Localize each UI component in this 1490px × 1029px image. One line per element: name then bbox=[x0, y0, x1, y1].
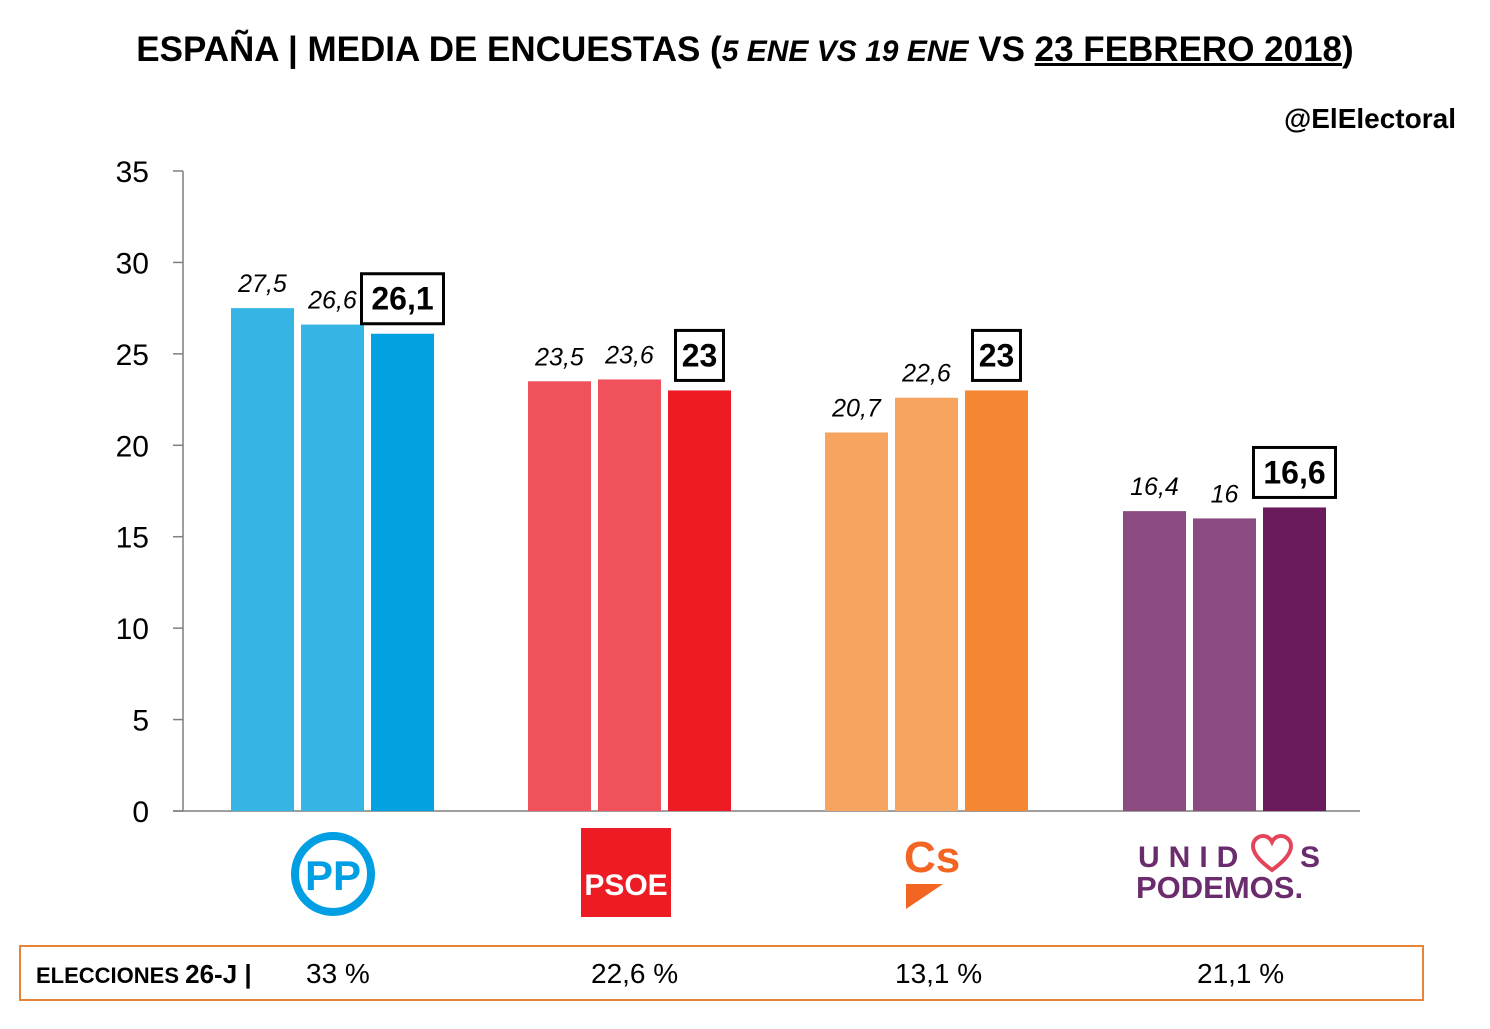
value-label: 23,5 bbox=[534, 343, 584, 371]
psoe-logo-box bbox=[581, 828, 671, 917]
bar-psoe-2 bbox=[598, 379, 661, 811]
y-tick-label: 5 bbox=[132, 705, 149, 738]
psoe-logo-text: PSOE bbox=[584, 869, 667, 902]
bar-psoe-1 bbox=[528, 381, 591, 811]
bar-unidos-podemos-1 bbox=[1123, 511, 1186, 811]
title-close: ) bbox=[1342, 30, 1354, 69]
y-tick-label: 0 bbox=[132, 796, 149, 829]
value-label: 20,7 bbox=[831, 394, 882, 422]
result-psoe: 22,6 % bbox=[591, 958, 679, 989]
podemos-logo: UNID S PODEMOS. bbox=[1136, 833, 1320, 905]
cs-logo: Cs bbox=[904, 833, 960, 909]
y-tick-label: 35 bbox=[116, 156, 149, 189]
value-label: 26,6 bbox=[307, 287, 357, 315]
source-handle: @ElElectoral bbox=[1283, 103, 1456, 134]
podemos-logo-line2: PODEMOS. bbox=[1136, 870, 1303, 905]
title-date-2: 19 ENE bbox=[865, 35, 969, 68]
value-label: 16,4 bbox=[1130, 473, 1179, 501]
bar-chart: 0 5 10 15 20 25 30 35 27,5 26,6 26,1 23,5 23,6 23 20,… bbox=[116, 156, 1360, 917]
bar-cs-2 bbox=[895, 397, 958, 811]
bar-cs-3 bbox=[965, 390, 1028, 811]
bar-pp-3 bbox=[371, 333, 434, 811]
title-vs-2: VS bbox=[968, 30, 1035, 69]
title-vs-1: VS bbox=[808, 35, 866, 68]
value-label: 27,5 bbox=[237, 270, 287, 298]
bar-cs-1 bbox=[825, 432, 888, 811]
latest-value-label: 16,6 bbox=[1263, 454, 1325, 490]
bar-pp-1 bbox=[231, 308, 294, 811]
result-pp: 33 % bbox=[306, 958, 370, 989]
election-results-box: ELECCIONES 26-J | 33 % 22,6 % 13,1 % 21,… bbox=[19, 945, 1424, 1001]
psoe-logo: PSOE bbox=[581, 828, 671, 917]
result-podemos: 21,1 % bbox=[1197, 958, 1285, 989]
bar-psoe-3 bbox=[668, 390, 731, 811]
results-label-text: ELECCIONES bbox=[36, 963, 186, 988]
heart-icon bbox=[1250, 833, 1294, 873]
value-label: 23,6 bbox=[604, 341, 654, 369]
latest-value-label: 23 bbox=[979, 337, 1015, 373]
pp-logo-ring bbox=[291, 832, 375, 916]
latest-value-label: 23 bbox=[682, 337, 718, 373]
y-tick-label: 15 bbox=[116, 522, 149, 555]
y-tick-label: 20 bbox=[116, 430, 149, 463]
value-labels: 27,5 26,6 26,1 23,5 23,6 23 20,7 22,6 23 16,4 16 16… bbox=[237, 270, 1337, 508]
y-tick-label: 25 bbox=[116, 339, 149, 372]
cs-logo-arrow bbox=[906, 884, 943, 909]
pp-logo: PP bbox=[291, 832, 375, 916]
bar-unidos-podemos-2 bbox=[1193, 518, 1256, 811]
y-tick-label: 10 bbox=[116, 613, 149, 646]
pp-logo-text: PP bbox=[305, 852, 361, 899]
results-label-sep: | bbox=[237, 959, 252, 989]
bar-unidos-podemos-3 bbox=[1263, 507, 1326, 811]
latest-value-label: 26,1 bbox=[371, 281, 433, 317]
latest-value-box bbox=[360, 272, 445, 326]
title-main: ESPAÑA | MEDIA DE ENCUESTAS ( bbox=[136, 30, 722, 69]
podemos-logo-line1-a: UNID bbox=[1138, 841, 1247, 874]
title-date-1: 5 ENE bbox=[721, 35, 809, 68]
podemos-logo-line1-b: S bbox=[1300, 841, 1320, 874]
value-label: 16 bbox=[1211, 480, 1239, 508]
latest-value-box bbox=[971, 328, 1022, 382]
title-date-3: 23 FEBRERO 2018 bbox=[1034, 30, 1343, 69]
y-tick-label: 30 bbox=[116, 247, 149, 280]
latest-value-box bbox=[1252, 445, 1337, 499]
result-cs: 13,1 % bbox=[895, 958, 983, 989]
cs-logo-text: Cs bbox=[904, 833, 960, 882]
bar-pp-2 bbox=[301, 324, 364, 811]
latest-value-box bbox=[674, 328, 725, 382]
chart-title: ESPAÑA | MEDIA DE ENCUESTAS (5 ENE VS 19… bbox=[0, 30, 1490, 70]
results-label: ELECCIONES 26-J | bbox=[36, 959, 252, 990]
value-label: 22,6 bbox=[901, 360, 951, 388]
bars bbox=[231, 308, 1326, 811]
results-label-date: 26-J bbox=[185, 959, 238, 989]
